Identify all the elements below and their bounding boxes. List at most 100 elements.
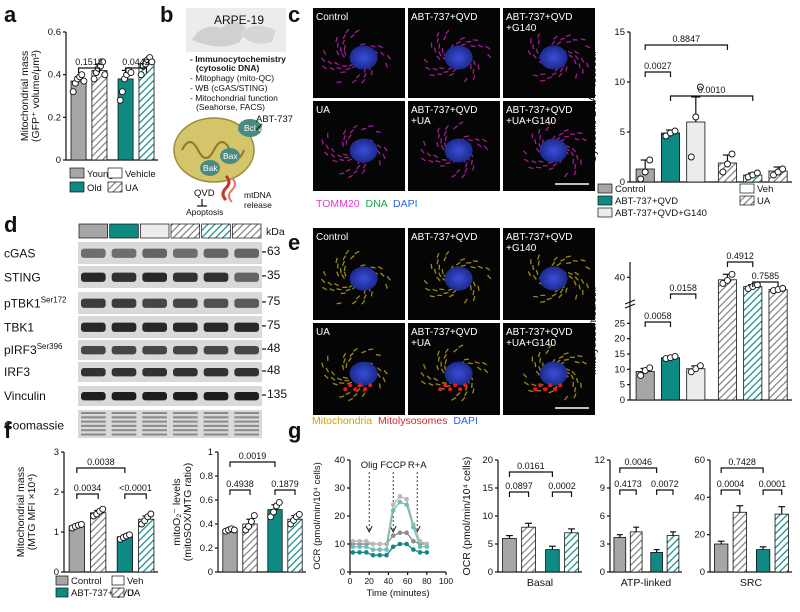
blot-band [234, 322, 259, 332]
significance-bracket [720, 489, 741, 495]
mitochondria-signal [368, 348, 374, 351]
mitochondria-signal [428, 159, 434, 163]
mitochondria-signal [341, 52, 345, 58]
y-axis-label: Mitochondrial mass [15, 467, 27, 557]
mitochondria-signal [532, 53, 537, 59]
data-point [99, 58, 107, 66]
mitochondria-signal [375, 353, 381, 357]
mitochondria-signal [425, 287, 431, 292]
y-tick-label: 0.2 [200, 543, 213, 554]
mitochondria-signal [523, 158, 529, 163]
mitochondria-signal [537, 351, 541, 358]
blot-row-label: Vinculin [4, 389, 46, 403]
mitochondria-signal [436, 259, 439, 265]
mitochondria-signal [443, 70, 449, 73]
mitochondria-signal [436, 350, 440, 356]
tile-label: ABT-737+QVD [506, 105, 572, 116]
coomassie-band [203, 433, 229, 436]
mitochondria-signal [436, 38, 439, 44]
mitochondria-signal [378, 160, 381, 166]
mitochondria-signal [567, 50, 573, 55]
mitochondria-signal [349, 129, 354, 134]
blot-band [203, 346, 229, 355]
mitochondria-signal [320, 57, 326, 63]
significance-bracket [656, 489, 674, 495]
tile-label: +UA+G140 [506, 338, 556, 349]
nucleus [444, 361, 473, 386]
y-tick-label: 0.8 [200, 471, 213, 482]
p-value-label: 0.0027 [644, 61, 672, 71]
series-point [411, 524, 416, 530]
protein-name: Vinculin [4, 389, 46, 403]
mitochondria-signal [574, 73, 578, 79]
significance-bracket [619, 489, 637, 495]
significance-bracket [644, 321, 672, 327]
mitochondria-signal [476, 143, 482, 148]
mitochondria-signal [535, 269, 539, 275]
mitochondria-signal [580, 382, 582, 388]
mitochondria-signal [376, 149, 381, 155]
mitochondria-signal [537, 33, 540, 39]
p-value-label: 0.0897 [505, 481, 533, 491]
mitochondria-signal [348, 174, 354, 179]
mitochondria-signal [570, 374, 575, 380]
y-tick-label: 9 [600, 483, 605, 494]
mitochondria-signal [443, 353, 447, 359]
blot-band [81, 392, 106, 401]
mitochondria-signal [483, 368, 489, 374]
significance-bracket [229, 461, 276, 467]
method-item: - Mitochondrial function [190, 93, 278, 103]
data-point [247, 518, 255, 526]
mitochondria-signal [321, 139, 324, 145]
mitochondria-signal [548, 167, 554, 171]
legend-label: UA [125, 183, 139, 194]
mitochondria-signal [558, 355, 564, 360]
mitochondria-signal [551, 261, 556, 267]
legend-label: Vehicle [125, 169, 156, 180]
mitochondria-signal [556, 41, 562, 46]
chart-c: 051015Cytosolic DNA⁺ foci/cell0.88470.00… [587, 27, 792, 219]
mitochondria-signal [540, 79, 546, 82]
mitochondria-signal [483, 145, 489, 151]
mitochondria-signal [568, 54, 573, 59]
mitochondria-signal [551, 40, 556, 46]
data-point [127, 69, 135, 76]
blot-band [234, 368, 259, 377]
mitochondria-signal [532, 275, 537, 280]
mitochondria-signal [440, 145, 445, 151]
legend-label: Young [87, 169, 114, 180]
blot-band [173, 272, 198, 282]
tile-label: UA [316, 105, 330, 116]
bar [660, 132, 681, 183]
significance-bracket [762, 489, 783, 495]
data-point [275, 498, 283, 506]
chart-g2: 0 5 10 15 20 OCR (pmol/min/10⁴ cells) Basal 0.0… [461, 455, 582, 589]
series-point [424, 544, 430, 550]
legend-label: UA [127, 588, 141, 599]
mitochondria-signal [360, 43, 366, 46]
injection-arrow [365, 525, 373, 534]
mitochondria-signal [376, 367, 382, 372]
mitochondria-signal [438, 51, 442, 57]
mitochondria-signal [487, 53, 492, 59]
mitochondria-signal [476, 366, 482, 371]
mitochondria-signal [563, 135, 570, 138]
blot-band [203, 298, 229, 308]
blot-band [142, 346, 167, 355]
mitochondria-signal [334, 61, 340, 66]
mitochondria-signal [537, 254, 540, 260]
mitochondria-signal [574, 137, 580, 141]
mitochondria-signal [322, 49, 327, 55]
mitochondria-signal [545, 126, 550, 132]
mitochondria-signal [386, 54, 391, 60]
legend-label: Control [615, 184, 646, 195]
mitochondria-signal [551, 72, 557, 76]
mitochondria-signal [380, 272, 385, 277]
chart-g3: 0 3 6 9 12 ATP-linked 0.0046 0.4173 0.0072 [594, 455, 682, 589]
mitochondria-signal [577, 132, 583, 135]
mitochondria-signal [345, 249, 350, 255]
injection-label: FCCP [380, 460, 406, 471]
phospho-site: Ser396 [37, 342, 63, 351]
mitochondria-signal [563, 172, 569, 178]
series-point [390, 508, 396, 513]
